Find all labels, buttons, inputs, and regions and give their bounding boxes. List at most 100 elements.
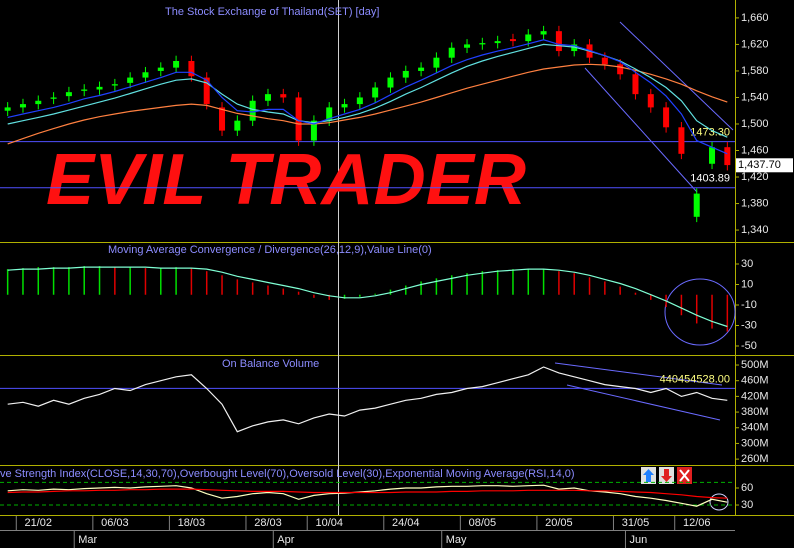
- trend-line: [566, 384, 721, 421]
- frame: [0, 0, 794, 531]
- overlay-text: EVIL TRADER: [46, 140, 526, 220]
- trend-line: [584, 67, 698, 193]
- candle-body: [341, 104, 348, 108]
- y-tick-label: 30: [741, 258, 753, 270]
- y-tick-label: 460M: [741, 375, 769, 387]
- candle-body: [188, 60, 195, 77]
- candle-body: [418, 67, 425, 71]
- candle-body: [142, 72, 149, 78]
- candle-body: [295, 97, 302, 141]
- y-tick-label: 1,580: [741, 65, 769, 77]
- y-tick-label: -10: [741, 299, 757, 311]
- candle-body: [219, 107, 226, 131]
- y-tick-label: 1,540: [741, 91, 769, 103]
- x-tick-label: 10/04: [315, 517, 343, 529]
- x-tick-label: 18/03: [178, 517, 206, 529]
- candle-body: [326, 107, 333, 121]
- candle-body: [96, 86, 103, 90]
- candle-body: [157, 67, 164, 71]
- panel-title: ve Strength Index(CLOSE,14,30,70),Overbo…: [0, 468, 575, 480]
- month-label: Apr: [277, 534, 294, 546]
- candle-body: [310, 120, 317, 141]
- candle-body: [678, 127, 685, 154]
- candle-body: [372, 87, 379, 98]
- candle-body: [249, 100, 256, 121]
- candle-body: [540, 31, 547, 35]
- reference-label: 1473.30: [690, 127, 730, 139]
- y-tick-label: 420M: [741, 390, 769, 402]
- last-value-label: 1,437.70: [738, 159, 781, 171]
- y-tick-label: 30: [741, 499, 753, 511]
- candle-body: [280, 94, 287, 98]
- reference-label: 440454528.00: [660, 373, 730, 385]
- candle-body: [525, 34, 532, 42]
- candle-body: [402, 70, 409, 78]
- y-tick-label: 1,340: [741, 224, 769, 236]
- series-line: [7, 63, 728, 145]
- y-tick-label: 1,420: [741, 171, 769, 183]
- highlight-circle: [709, 493, 729, 511]
- candle-body: [448, 47, 455, 58]
- candle-body: [203, 77, 210, 105]
- series-line: [7, 266, 728, 328]
- x-tick-label: 12/06: [683, 517, 711, 529]
- candle-body: [234, 120, 241, 131]
- y-tick-label: 10: [741, 278, 753, 290]
- candle-body: [111, 84, 118, 86]
- y-tick-label: 1,620: [741, 38, 769, 50]
- y-tick-label: 500M: [741, 359, 769, 371]
- candle-body: [433, 57, 440, 68]
- y-tick-label: 1,660: [741, 12, 769, 24]
- y-tick-label: 380M: [741, 406, 769, 418]
- highlight-circle: [664, 278, 736, 346]
- series-line: [7, 366, 728, 433]
- x-tick-label: 31/05: [622, 517, 650, 529]
- y-tick-label: 300M: [741, 437, 769, 449]
- last-value-box: [736, 158, 793, 173]
- candle-body: [494, 41, 501, 44]
- y-tick-label: 340M: [741, 422, 769, 434]
- candle-body: [555, 31, 562, 52]
- y-tick-label: -50: [741, 340, 757, 352]
- month-label: Mar: [78, 534, 97, 546]
- panel-title: Moving Average Convergence / Divergence(…: [108, 244, 432, 256]
- rsi-buttons: [641, 467, 692, 484]
- y-tick-label: -30: [741, 319, 757, 331]
- candle-body: [479, 43, 486, 45]
- panel-title: On Balance Volume: [222, 358, 319, 370]
- candle-body: [632, 74, 639, 95]
- drawings: [554, 21, 736, 511]
- x-tick-label: 06/03: [101, 517, 129, 529]
- close-icon: [679, 469, 690, 482]
- candle-body: [693, 193, 700, 217]
- candle-body: [356, 97, 363, 105]
- candle-body: [19, 104, 26, 108]
- x-tick-label: 24/04: [392, 517, 420, 529]
- y-tick-label: 1,500: [741, 118, 769, 130]
- candle-body: [173, 60, 180, 68]
- candle-body: [4, 107, 11, 111]
- candle-body: [127, 77, 134, 83]
- candle-body: [50, 97, 57, 99]
- candle-body: [509, 39, 516, 42]
- candle-body: [264, 94, 271, 101]
- x-tick-label: 28/03: [254, 517, 282, 529]
- series-line: [7, 39, 728, 155]
- up-arrow-icon: [643, 469, 654, 482]
- candle-body: [647, 94, 654, 108]
- y-tick-label: 1,380: [741, 197, 769, 209]
- candle-body: [65, 92, 72, 97]
- candle-body: [663, 107, 670, 128]
- candle-body: [617, 64, 624, 75]
- y-tick-label: 60: [741, 482, 753, 494]
- x-tick-label: 20/05: [545, 517, 573, 529]
- x-tick-label: 08/05: [469, 517, 497, 529]
- trend-line: [554, 362, 723, 386]
- x-tick-label: 21/02: [25, 517, 53, 529]
- candle-body: [81, 89, 88, 91]
- candle-body: [601, 57, 608, 65]
- candle-body: [571, 44, 578, 52]
- candle-body: [464, 44, 471, 48]
- month-label: May: [446, 534, 467, 546]
